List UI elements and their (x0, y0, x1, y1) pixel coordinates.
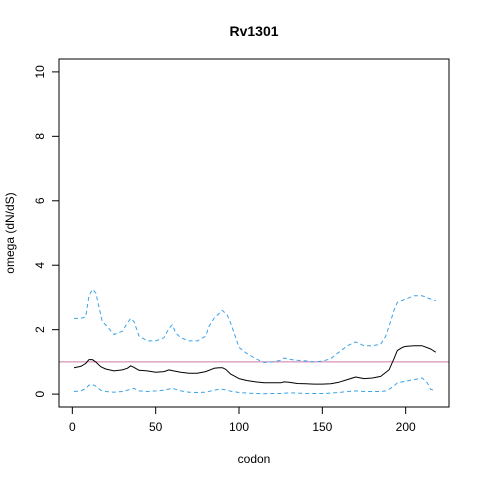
chart-title: Rv1301 (229, 23, 278, 39)
x-tick-label: 150 (312, 420, 332, 434)
y-axis-label: omega (dN/dS) (3, 192, 17, 273)
upper-bound-line (74, 288, 436, 363)
x-tick-label: 200 (396, 420, 416, 434)
x-tick-label: 50 (149, 420, 163, 434)
x-axis-label: codon (238, 452, 271, 466)
x-tick-label: 100 (229, 420, 249, 434)
y-tick-label: 0 (33, 390, 47, 397)
x-tick-label: 0 (69, 420, 76, 434)
plot-frame (58, 58, 450, 408)
lower-bound-line (73, 377, 436, 395)
y-tick-label: 8 (33, 133, 47, 140)
y-tick-label: 2 (33, 326, 47, 333)
estimate-line (73, 345, 436, 385)
y-tick-label: 6 (33, 197, 47, 204)
y-tick-label: 4 (33, 262, 47, 269)
series-layer (73, 288, 436, 395)
y-tick-label: 10 (33, 65, 47, 79)
